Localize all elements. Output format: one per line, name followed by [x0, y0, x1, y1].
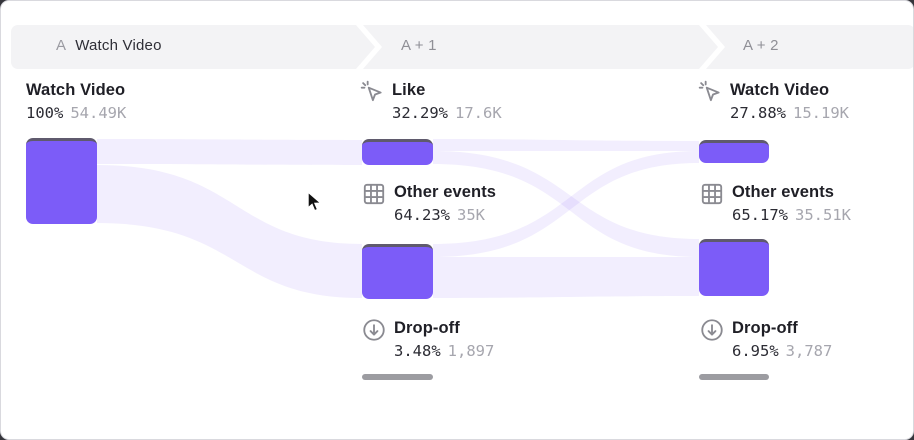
entry-percent: 3.48% [394, 342, 441, 360]
step-header-bar [11, 25, 913, 69]
ribbon-like-to-watch2 [433, 139, 699, 151]
entry-percent: 27.88% [730, 104, 786, 122]
ribbon-watch-to-like [97, 139, 362, 165]
dropoff-bar-step2 [699, 374, 769, 380]
step-label-a[interactable]: A Watch Video [56, 37, 162, 54]
grid-icon [363, 183, 385, 205]
entry-title: Like [392, 81, 426, 99]
entry-count: 35K [457, 206, 485, 224]
label-watch-video-step2[interactable]: Watch Video 27.88% 15.19K [697, 79, 849, 123]
entry-title: Watch Video [730, 81, 830, 99]
label-watch-video-step0[interactable]: Watch Video 100% 54.49K [26, 79, 126, 123]
grid-icon [701, 183, 723, 205]
entry-title: Other events [732, 183, 835, 201]
entry-title: Other events [394, 183, 497, 201]
entry-count: 54.49K [70, 104, 127, 122]
ribbon-like-to-other2 [433, 151, 699, 257]
dropoff-icon [701, 319, 723, 341]
node-watch-video-step2[interactable] [699, 140, 769, 163]
label-dropoff-step1[interactable]: Drop-off 3.48% 1,897 [361, 317, 494, 361]
entry-percent: 65.17% [732, 206, 788, 224]
click-icon [360, 80, 382, 102]
step-event-name: Watch Video [75, 37, 162, 54]
label-like-step1[interactable]: Like 32.29% 17.6K [359, 79, 502, 123]
label-other-events-step2[interactable]: Other events 65.17% 35.51K [699, 181, 851, 225]
node-watch-video-step0[interactable] [26, 138, 97, 224]
entry-percent: 32.29% [392, 104, 448, 122]
ribbon-watch-to-other [97, 165, 362, 298]
click-icon [698, 80, 720, 102]
entry-count: 3,787 [785, 342, 833, 360]
step-chevron-a2 [706, 25, 913, 69]
entry-percent: 64.23% [394, 206, 450, 224]
node-other-events-step1[interactable] [362, 244, 433, 299]
dropoff-icon [363, 319, 385, 341]
entry-title: Watch Video [26, 81, 126, 99]
entry-count: 17.6K [455, 104, 502, 122]
entry-count: 1,897 [447, 342, 495, 360]
node-other-events-step2[interactable] [699, 239, 769, 296]
step-chevron-a1 [363, 25, 718, 69]
entry-percent: 100% [26, 104, 64, 122]
entry-title: Drop-off [732, 319, 798, 337]
label-dropoff-step2[interactable]: Drop-off 6.95% 3,787 [699, 317, 832, 361]
ribbon-other-to-watch2 [433, 151, 699, 257]
dropoff-bar-step1 [362, 374, 433, 380]
step-chevron-a [11, 25, 375, 69]
entry-count: 15.19K [793, 104, 849, 122]
entry-percent: 6.95% [732, 342, 779, 360]
step-label-a1[interactable]: A + 1 [401, 37, 437, 54]
ribbon-other-to-other2 [433, 257, 699, 298]
step-letter: A [56, 37, 67, 54]
label-other-events-step1[interactable]: Other events 64.23% 35K [361, 181, 496, 225]
node-like-step1[interactable] [362, 139, 433, 165]
entry-title: Drop-off [394, 319, 460, 337]
entry-count: 35.51K [795, 206, 851, 224]
mouse-cursor-icon [307, 191, 323, 212]
step-label-a2[interactable]: A + 2 [743, 37, 779, 54]
